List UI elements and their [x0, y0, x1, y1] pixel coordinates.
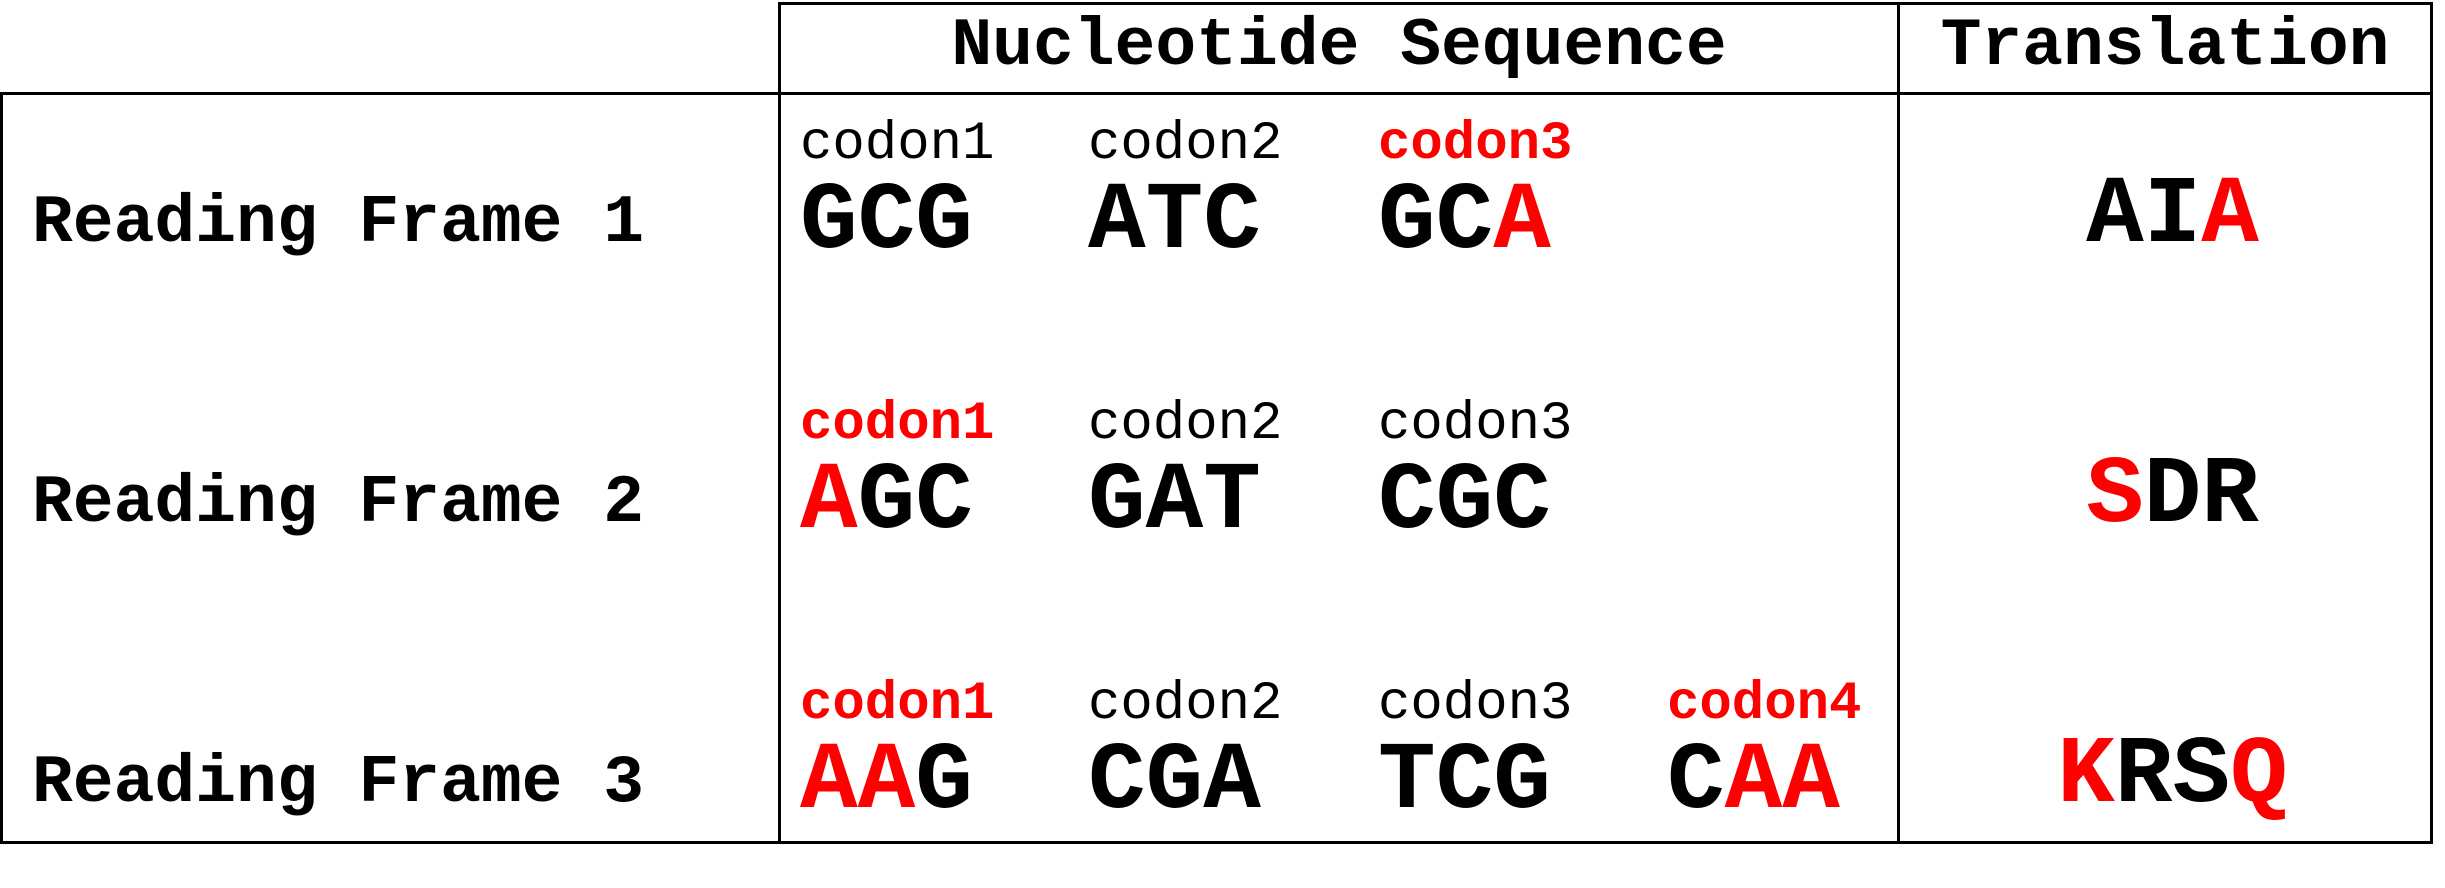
reading-frame-1-translation: AIA: [1902, 168, 2443, 264]
reading-frame-3-translation-segment-2: RS: [2114, 721, 2231, 830]
reading-frame-3-codon-2-label: codon2: [1088, 674, 1283, 735]
reading-frame-2-codon-3-sequence-segment-1: CGC: [1378, 447, 1551, 556]
reading-frame-3-codon-1-label: codon1: [800, 674, 995, 735]
reading-frame-2-codon-2-label: codon2: [1088, 394, 1283, 455]
reading-frame-2-codon-2: codon2 GAT: [1088, 398, 1308, 550]
grid-line-right: [2430, 2, 2433, 844]
reading-frame-1-codon-2-sequence: ATC: [1088, 174, 1308, 270]
reading-frame-3-codon-1-sequence-segment-1: AA: [800, 727, 916, 836]
reading-frame-2-translation-segment-2: DR: [2143, 441, 2259, 550]
reading-frame-2-codon-1-sequence: AGC: [800, 454, 1020, 550]
reading-frame-2-codon-3-sequence: CGC: [1378, 454, 1598, 550]
reading-frame-2-codon-1: codon1 AGC: [800, 398, 1020, 550]
reading-frame-2-translation-segment-1: S: [2086, 441, 2144, 550]
grid-line-bottom: [0, 841, 2433, 844]
reading-frame-3-codon-4: codon4 CAA: [1667, 678, 1887, 830]
reading-frame-2-translation: SDR: [1902, 448, 2443, 544]
reading-frame-1-codon-1: codon1 GCG: [800, 118, 1020, 270]
reading-frame-1-codon-3-label: codon3: [1378, 114, 1573, 175]
grid-line-header-bottom: [0, 92, 2433, 95]
reading-frame-1-translation-segment-1: AI: [2086, 161, 2202, 270]
reading-frame-1-codon-3-sequence-segment-1: GC: [1378, 167, 1494, 276]
reading-frame-2-codon-2-sequence: GAT: [1088, 454, 1308, 550]
reading-frame-2-label: Reading Frame 2: [32, 465, 645, 542]
reading-frame-2-codon-1-sequence-segment-1: A: [800, 447, 858, 556]
grid-line-top: [778, 2, 2433, 5]
reading-frame-1-codon-1-sequence: GCG: [800, 174, 1020, 270]
reading-frame-1-codon-3-sequence: GCA: [1378, 174, 1598, 270]
reading-frame-3-codon-1-sequence: AAG: [800, 734, 1020, 830]
reading-frame-1-codon-2-sequence-segment-1: ATC: [1088, 167, 1261, 276]
reading-frame-3-codon-1: codon1 AAG: [800, 678, 1020, 830]
reading-frame-1-codon-1-sequence-segment-1: GCG: [800, 167, 973, 276]
reading-frame-3-codon-3-sequence: TCG: [1378, 734, 1598, 830]
reading-frame-1-label: Reading Frame 1: [32, 185, 645, 262]
reading-frame-3-codon-4-label: codon4: [1667, 674, 1862, 735]
reading-frame-3-codon-4-sequence: CAA: [1667, 734, 1887, 830]
reading-frame-3-codon-2: codon2 CGA: [1088, 678, 1308, 830]
header-nucleotide-sequence: Nucleotide Sequence: [951, 7, 1727, 85]
reading-frame-2-codon-3-label: codon3: [1378, 394, 1573, 455]
reading-frame-3-codon-1-sequence-segment-2: G: [915, 727, 973, 836]
reading-frame-3-codon-3: codon3 TCG: [1378, 678, 1598, 830]
reading-frame-2-codon-2-sequence-segment-1: GAT: [1088, 447, 1261, 556]
reading-frame-1-codon-3-sequence-segment-2: A: [1493, 167, 1551, 276]
header-translation: Translation: [1940, 7, 2390, 85]
reading-frame-3-label: Reading Frame 3: [32, 745, 645, 822]
reading-frame-3-codon-4-sequence-segment-2: AA: [1724, 727, 1840, 836]
grid-line-left: [0, 92, 3, 844]
reading-frame-3-translation-segment-3: Q: [2230, 721, 2288, 830]
reading-frame-2-codon-1-label: codon1: [800, 394, 995, 455]
reading-frame-1-codon-3: codon3 GCA: [1378, 118, 1598, 270]
reading-frame-2-codon-3: codon3 CGC: [1378, 398, 1598, 550]
reading-frame-3-translation: KRSQ: [1902, 728, 2443, 824]
reading-frame-3-codon-2-sequence: CGA: [1088, 734, 1308, 830]
reading-frame-3-codon-2-sequence-segment-1: CGA: [1088, 727, 1261, 836]
reading-frame-2-codon-1-sequence-segment-2: GC: [857, 447, 973, 556]
grid-line-translation-left: [1897, 2, 1900, 844]
reading-frame-3-translation-segment-1: K: [2057, 721, 2115, 830]
grid-line-sequence-left: [778, 2, 781, 844]
reading-frame-1-codon-2-label: codon2: [1088, 114, 1283, 175]
reading-frame-1-translation-segment-2: A: [2201, 161, 2259, 270]
reading-frame-1-codon-2: codon2 ATC: [1088, 118, 1308, 270]
reading-frame-1-codon-1-label: codon1: [800, 114, 995, 175]
reading-frame-3-codon-3-sequence-segment-1: TCG: [1378, 727, 1551, 836]
reading-frame-3-codon-3-label: codon3: [1378, 674, 1573, 735]
reading-frame-3-codon-4-sequence-segment-1: C: [1667, 727, 1725, 836]
